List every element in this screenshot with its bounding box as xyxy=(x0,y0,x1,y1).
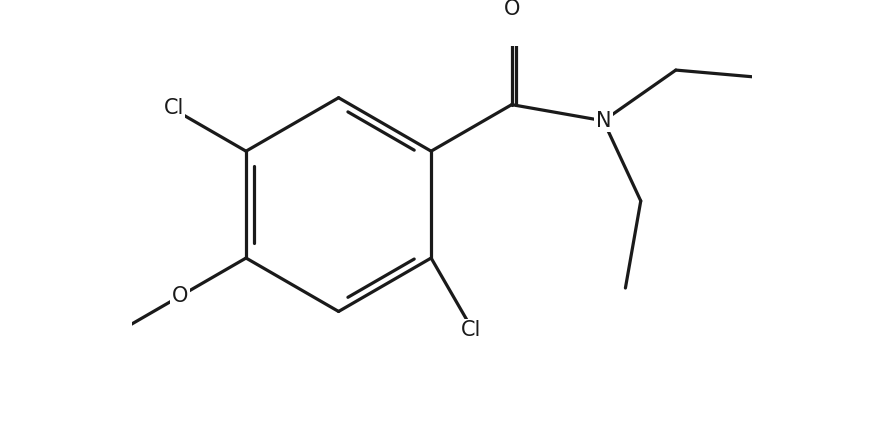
Text: O: O xyxy=(504,0,520,19)
Text: Cl: Cl xyxy=(164,98,184,118)
Text: O: O xyxy=(171,286,188,306)
Text: N: N xyxy=(596,111,611,131)
Text: Cl: Cl xyxy=(461,320,481,340)
